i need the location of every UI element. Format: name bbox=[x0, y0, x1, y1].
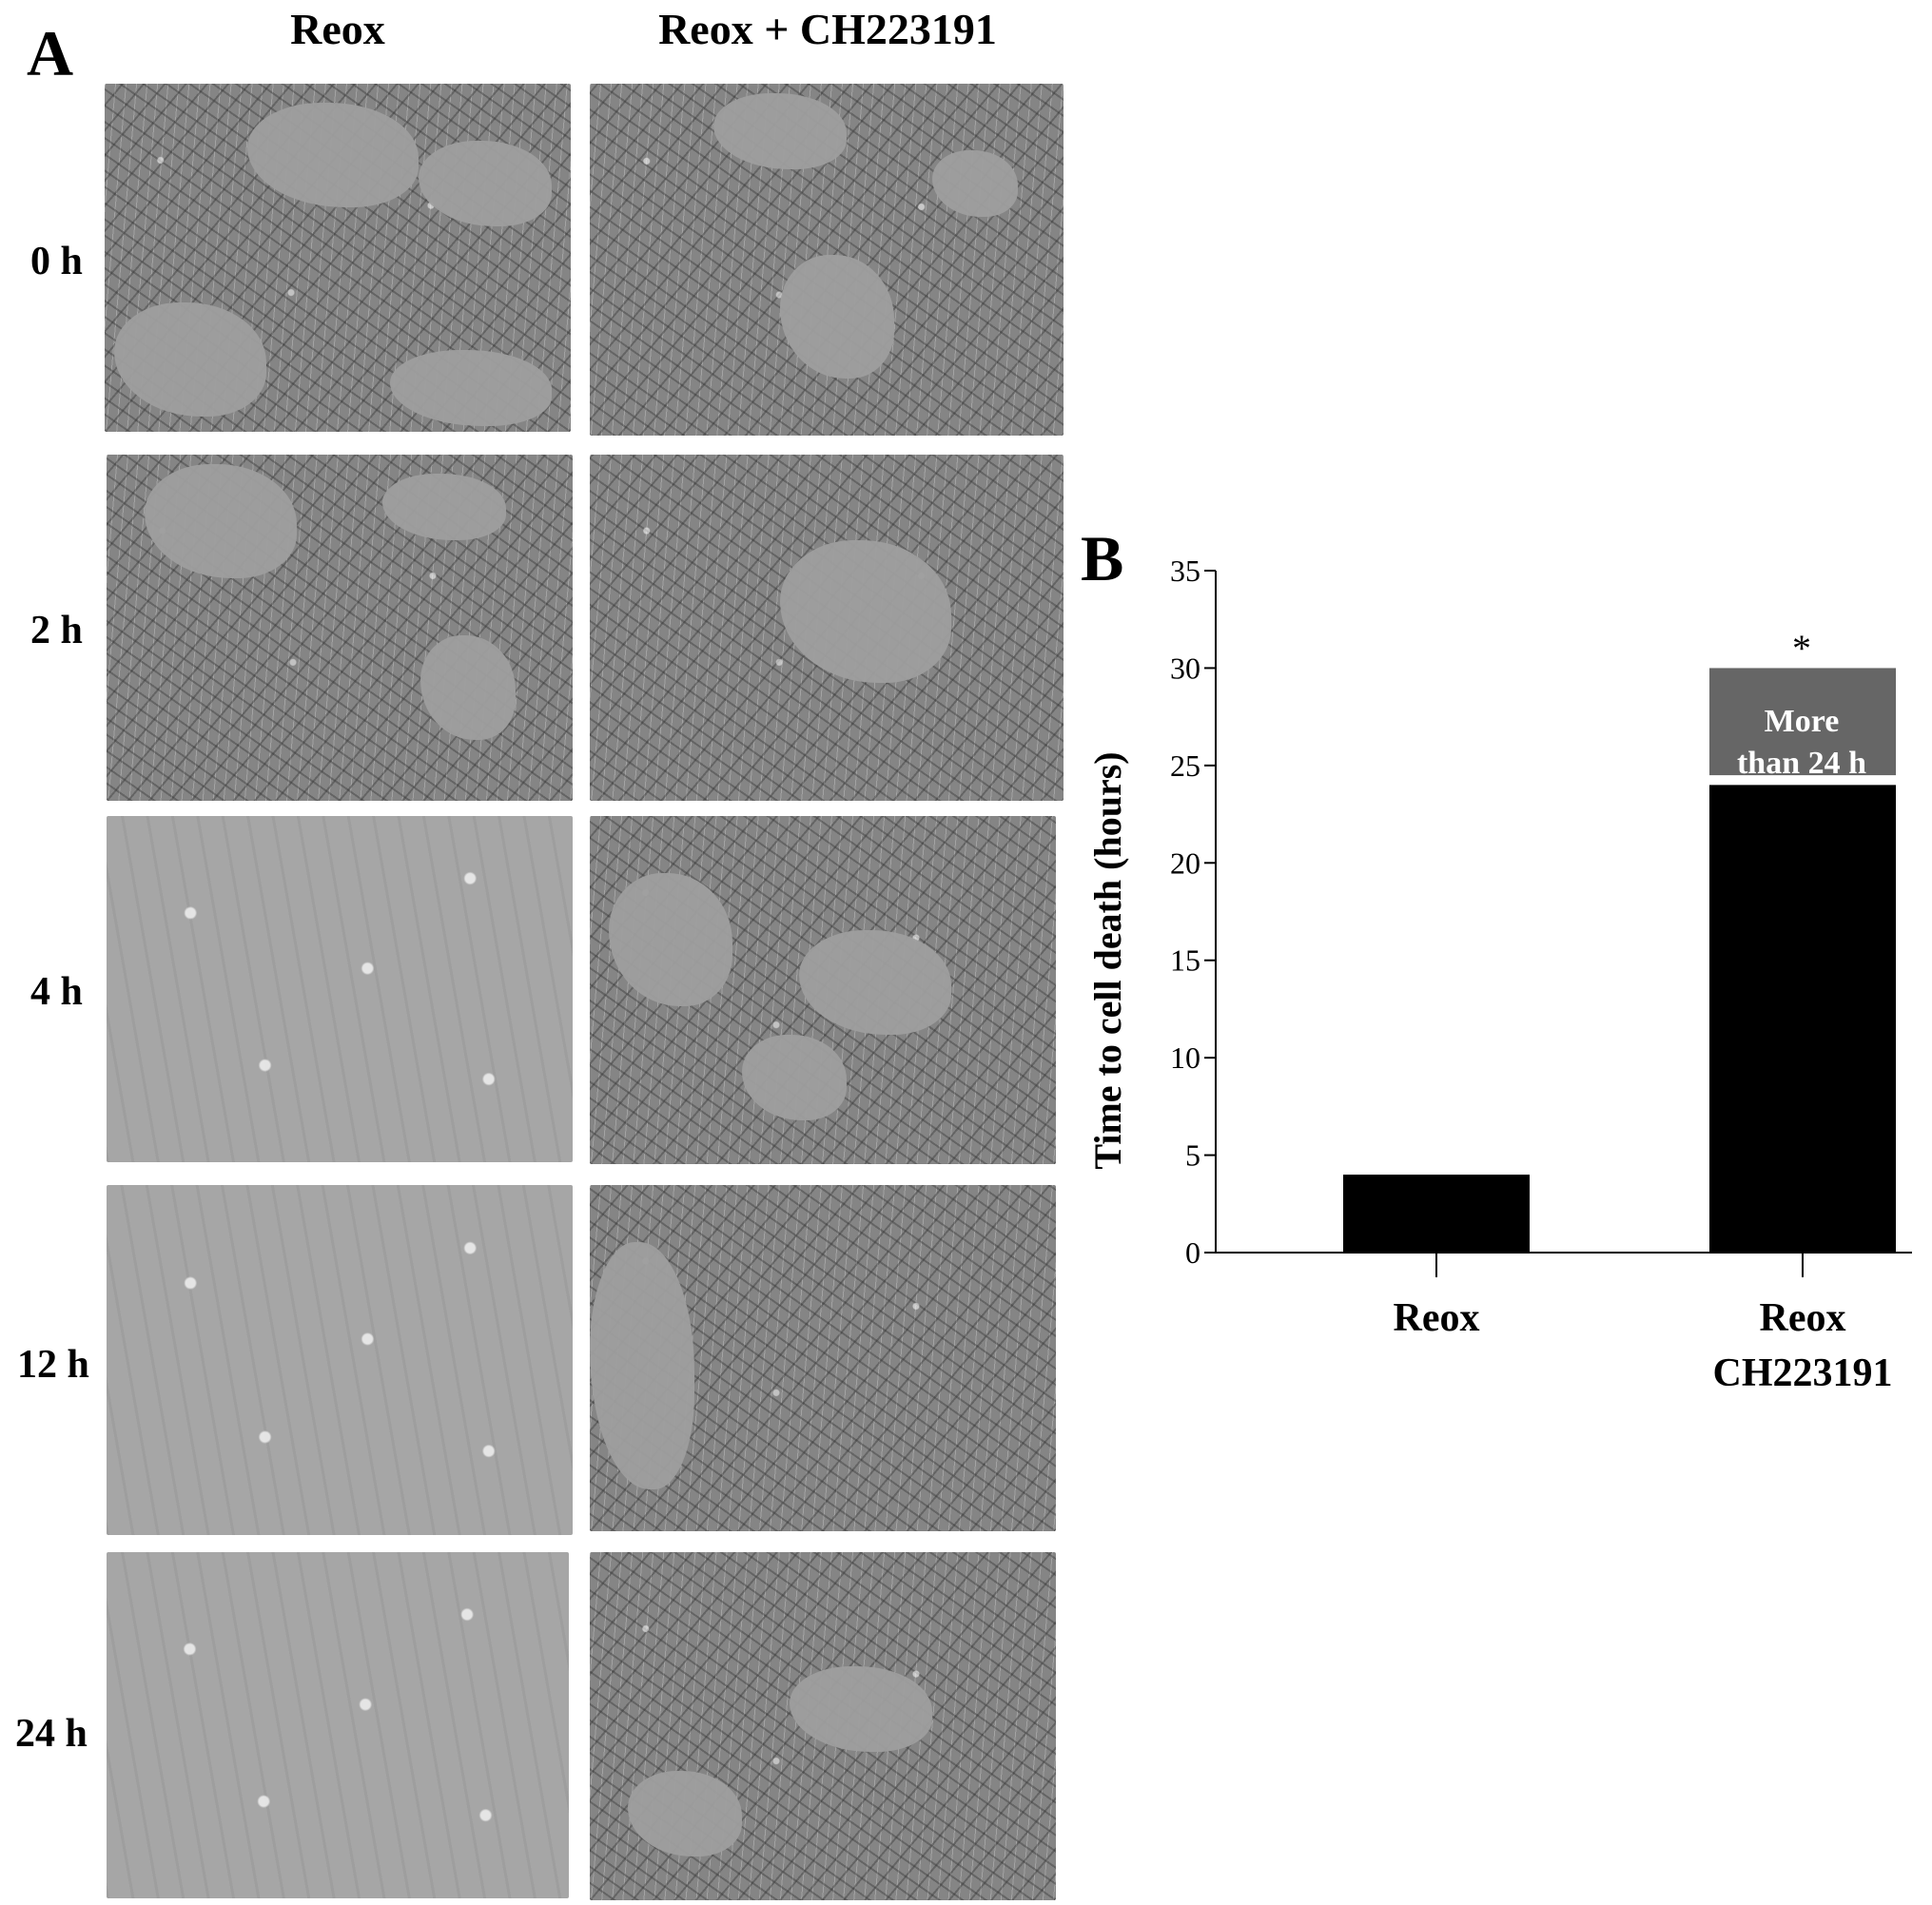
y-tick-label: 35 bbox=[1170, 554, 1200, 588]
column-title-reox-ch223191: Reox + CH223191 bbox=[658, 5, 997, 53]
significance-star: * bbox=[1792, 627, 1811, 670]
column-title-reox: Reox bbox=[290, 5, 385, 53]
micrograph-reox-24h bbox=[107, 1552, 569, 1898]
y-tick-label: 30 bbox=[1170, 651, 1200, 685]
y-tick-label: 0 bbox=[1185, 1235, 1200, 1270]
annotation-text-line2: than 24 h bbox=[1737, 746, 1866, 781]
micrograph-reox-4h bbox=[107, 816, 573, 1162]
micrograph-reox-12h bbox=[107, 1185, 573, 1535]
y-tick-label: 10 bbox=[1170, 1040, 1200, 1075]
micrograph-reox-ch223191-4h bbox=[590, 816, 1056, 1164]
row-label-24h: 24 h bbox=[15, 1712, 88, 1756]
row-label-4h: 4 h bbox=[30, 970, 83, 1014]
micrograph-reox-ch223191-12h bbox=[590, 1185, 1056, 1531]
micrograph-reox-ch223191-2h bbox=[590, 455, 1064, 801]
annotation-text-line1: More bbox=[1765, 704, 1840, 739]
micrograph-reox-ch223191-0h bbox=[590, 84, 1064, 436]
panel-a-letter: A bbox=[27, 17, 74, 89]
micrograph-reox-ch223191-24h bbox=[590, 1552, 1056, 1900]
y-tick-label: 25 bbox=[1170, 748, 1200, 783]
micrograph-reox-0h bbox=[105, 84, 571, 432]
row-label-0h: 0 h bbox=[30, 240, 83, 283]
bar-chart: B 0 5 10 15 20 25 30 35 Reox Reox CH223191 Time to… bbox=[1081, 522, 1912, 1395]
bar bbox=[1343, 1175, 1530, 1253]
y-tick-label: 15 bbox=[1170, 943, 1200, 978]
y-tick-label: 20 bbox=[1170, 846, 1200, 880]
panel-b-letter: B bbox=[1081, 522, 1123, 594]
bar bbox=[1709, 785, 1896, 1253]
x-tick-label: Reox bbox=[1394, 1296, 1480, 1340]
y-tick-label: 5 bbox=[1185, 1138, 1200, 1173]
micrograph-reox-2h bbox=[107, 455, 573, 801]
y-axis-label: Time to cell death (hours) bbox=[1086, 751, 1129, 1169]
annotation-box bbox=[1709, 668, 1896, 776]
row-label-12h: 12 h bbox=[17, 1343, 89, 1387]
x-tick-label: CH223191 bbox=[1713, 1351, 1893, 1395]
x-tick-label: Reox bbox=[1760, 1296, 1846, 1340]
row-label-2h: 2 h bbox=[30, 609, 83, 652]
